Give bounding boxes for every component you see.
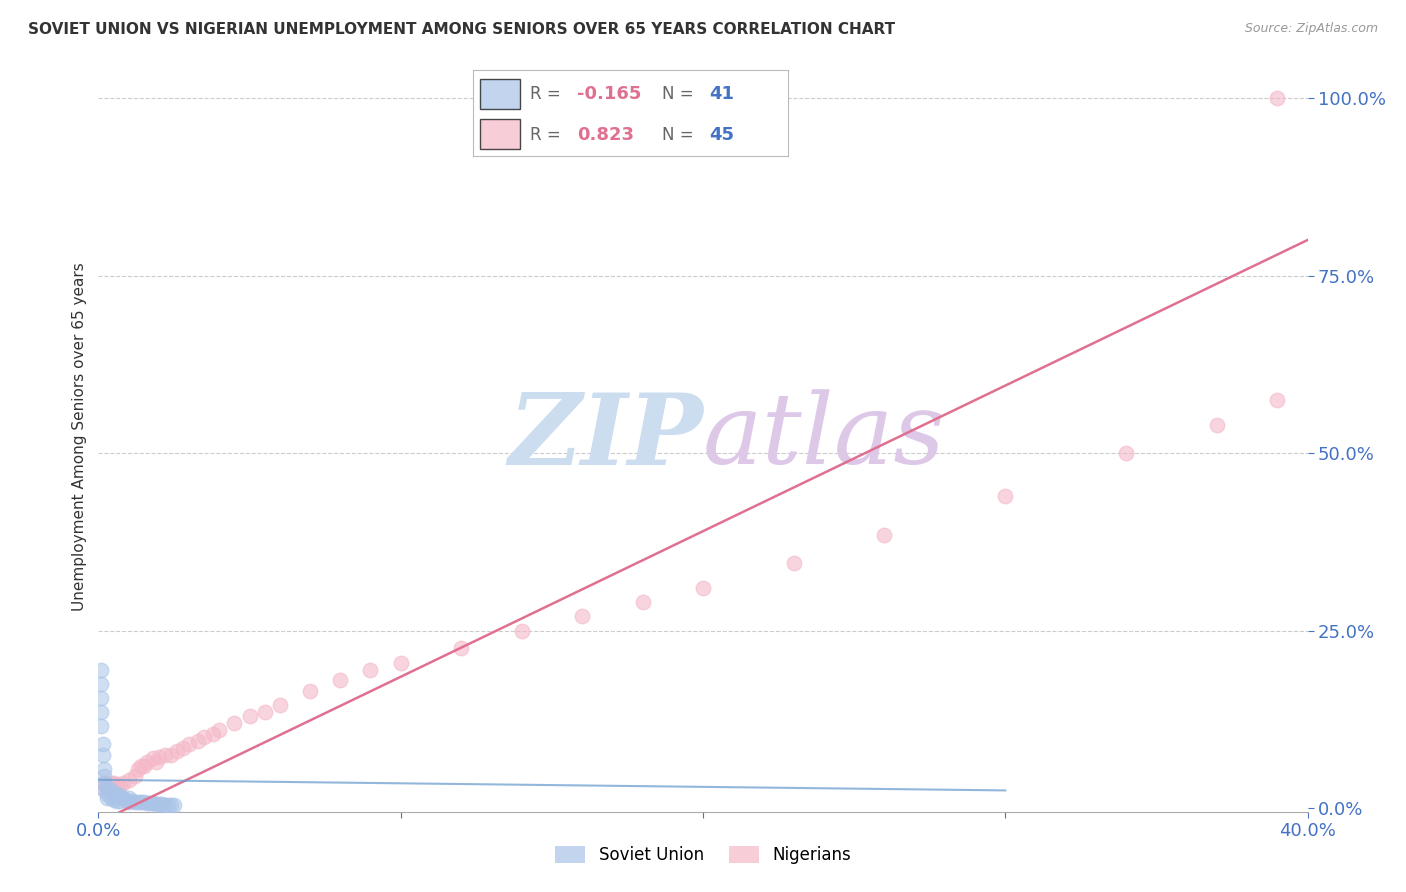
Point (153, 797, 176, 812)
Point (96, 787, 118, 801)
Point (142, 751, 165, 765)
Point (96, 780, 118, 794)
Point (208, 723, 231, 737)
Point (90, 719, 112, 733)
Point (105, 789, 128, 803)
Point (269, 698, 291, 713)
Point (93, 762, 115, 776)
Point (571, 609, 593, 624)
Point (360, 663, 382, 677)
Y-axis label: Unemployment Among Seniors over 65 years: Unemployment Among Seniors over 65 years (72, 263, 87, 611)
Point (145, 797, 167, 811)
Point (389, 656, 412, 670)
Point (631, 595, 654, 609)
Point (103, 786, 125, 800)
Point (163, 797, 186, 812)
Point (253, 706, 276, 720)
Point (124, 796, 146, 810)
Point (90, 691, 112, 706)
Point (93, 776, 115, 790)
Point (450, 641, 472, 656)
Point (118, 790, 141, 805)
Point (329, 673, 352, 688)
Point (121, 794, 143, 808)
Point (150, 797, 173, 811)
Point (132, 758, 155, 772)
Point (135, 796, 157, 810)
Point (118, 772, 141, 787)
Point (91, 737, 114, 751)
Point (93, 769, 115, 783)
Point (160, 747, 183, 762)
Point (139, 796, 162, 810)
Point (91, 747, 114, 762)
Point (239, 709, 262, 723)
Point (129, 796, 152, 810)
Point (108, 789, 131, 803)
Point (129, 758, 152, 772)
Point (100, 790, 122, 805)
Point (510, 624, 533, 638)
Point (127, 796, 149, 810)
Legend: Soviet Union, Nigerians: Soviet Union, Nigerians (548, 839, 858, 871)
Point (132, 796, 155, 810)
Point (148, 797, 170, 811)
Text: Source: ZipAtlas.com: Source: ZipAtlas.com (1244, 22, 1378, 36)
Point (111, 776, 134, 790)
Point (96, 780, 118, 794)
Point (96, 790, 118, 805)
Point (90, 706, 112, 720)
Point (142, 796, 165, 810)
Point (90, 780, 112, 794)
Point (193, 730, 215, 744)
Point (692, 581, 714, 595)
Point (179, 737, 201, 751)
Point (145, 755, 167, 769)
Text: ZIP: ZIP (508, 389, 703, 485)
Point (108, 794, 131, 808)
Point (1267, 392, 1289, 407)
Point (1206, 417, 1229, 432)
Point (90, 663, 112, 677)
Point (153, 747, 176, 762)
Point (111, 790, 134, 805)
Point (93, 776, 115, 790)
Point (783, 556, 806, 570)
Point (148, 750, 170, 764)
Point (93, 783, 115, 797)
Point (873, 527, 896, 541)
Point (105, 794, 128, 808)
Point (299, 684, 322, 698)
Point (202, 726, 225, 740)
Point (187, 733, 209, 747)
Point (1115, 446, 1137, 460)
Point (100, 783, 122, 797)
Point (118, 796, 141, 810)
Point (224, 715, 246, 730)
Point (172, 740, 194, 755)
Point (103, 792, 125, 806)
Text: SOVIET UNION VS NIGERIAN UNEMPLOYMENT AMONG SENIORS OVER 65 YEARS CORRELATION CH: SOVIET UNION VS NIGERIAN UNEMPLOYMENT AM… (28, 22, 896, 37)
Point (156, 797, 179, 812)
Point (90, 677, 112, 691)
Text: atlas: atlas (703, 390, 946, 484)
Point (105, 779, 128, 793)
Point (103, 776, 125, 790)
Point (135, 755, 157, 769)
Point (127, 762, 149, 776)
Point (160, 797, 183, 812)
Point (994, 489, 1017, 503)
Point (166, 744, 188, 758)
Point (1267, 91, 1289, 105)
Point (114, 792, 136, 806)
Point (100, 776, 122, 790)
Point (108, 779, 131, 793)
Point (124, 769, 146, 783)
